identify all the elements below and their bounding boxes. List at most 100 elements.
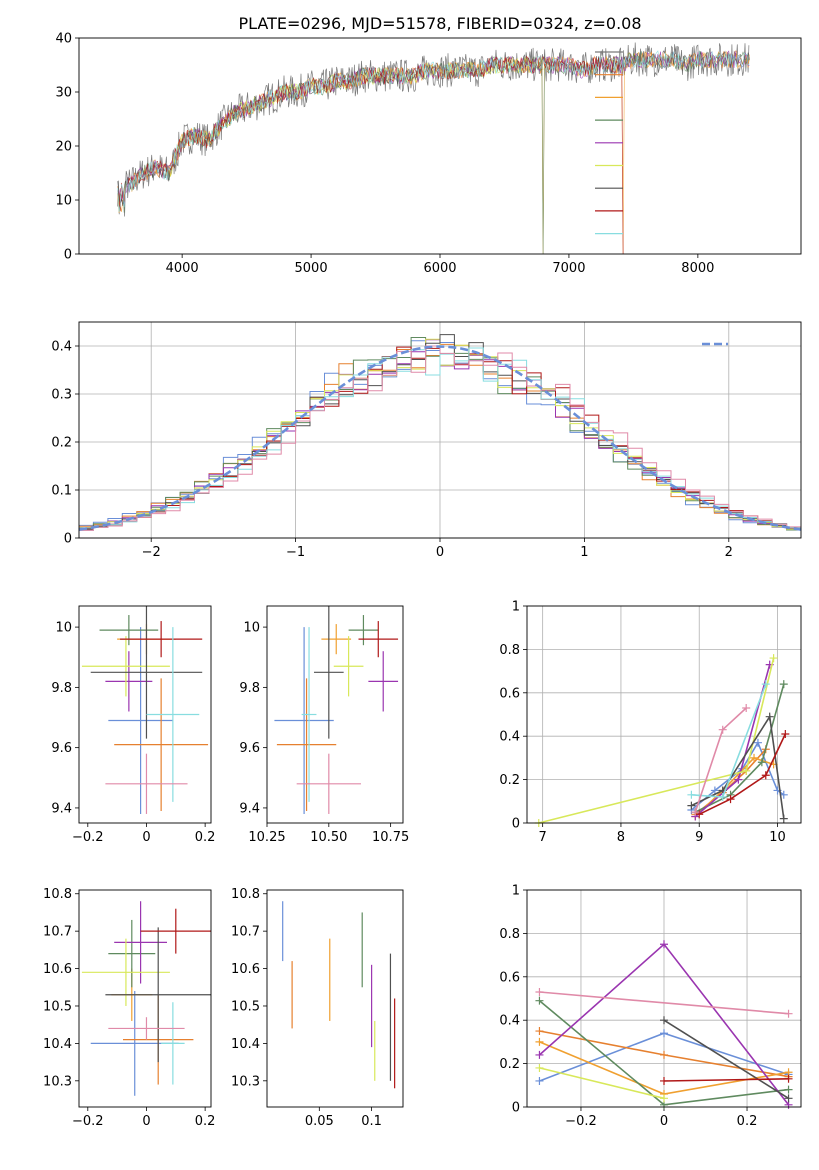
weight_vs_age-marks (534, 654, 790, 827)
y-tick-label: 10.3 (43, 1074, 72, 1089)
weight-point-marker (784, 1074, 793, 1083)
x-tick-label: 8000 (681, 261, 714, 276)
y-tick-label: 0.3 (51, 388, 72, 403)
weight-point-marker (784, 1085, 793, 1094)
y-tick-label: 9.8 (51, 681, 72, 696)
weight-point-marker (779, 814, 788, 823)
weight-series-line (663, 1078, 789, 1082)
spectrum-series-line (117, 55, 624, 255)
x-tick-label: 0.05 (305, 1114, 334, 1129)
weight-point-marker (726, 795, 735, 804)
weight_vs_Z-marks (535, 940, 793, 1109)
y-tick-label: 9.8 (239, 681, 260, 696)
weight-point-marker (660, 1016, 668, 1025)
y-tick-label: 10 (243, 621, 260, 636)
y-tick-label: 10.7 (43, 925, 72, 940)
residuals-marks (78, 334, 802, 531)
y-tick-label: 0 (64, 532, 72, 547)
mass_vs_Z-marks (81, 901, 211, 1096)
weight-point-marker (660, 1094, 668, 1103)
y-tick-label: 0.2 (499, 773, 520, 788)
spectrum-series-line (117, 50, 750, 206)
weight-point-marker (535, 1076, 544, 1085)
spectrum-series-line (117, 50, 750, 255)
weight-point-marker (734, 775, 743, 784)
x-tick-label: 0.1 (361, 1114, 382, 1129)
x-tick-label: 10.25 (248, 830, 285, 845)
y-tick-label: 0.8 (499, 643, 520, 658)
spectrum-series-line (117, 50, 750, 212)
weight-point-marker (535, 1050, 544, 1059)
x-tick-label: −0.2 (72, 830, 104, 845)
y-tick-label: 10.4 (43, 1037, 72, 1052)
y-tick-label: 30 (55, 86, 72, 101)
weight-point-marker (535, 1027, 544, 1036)
y-tick-label: 0.6 (499, 686, 520, 701)
age_vs_Z-marks (81, 606, 209, 814)
y-tick-label: 0.4 (51, 340, 72, 355)
weight-point-marker (660, 1076, 668, 1085)
y-tick-label: 10 (55, 621, 72, 636)
weight-point-marker (757, 758, 766, 767)
y-tick-label: 0 (64, 248, 72, 263)
y-tick-label: 1 (512, 884, 520, 899)
weight-point-marker (660, 1050, 668, 1059)
weight-point-marker (660, 940, 668, 949)
residuals-frame (78, 321, 802, 539)
x-tick-label: −2 (142, 545, 161, 560)
y-tick-label: 10.8 (43, 887, 72, 902)
spectrum-series-line (117, 42, 750, 217)
weight-point-marker (784, 1009, 793, 1018)
weight_vs_age-frame (526, 605, 802, 824)
x-tick-label: 7000 (552, 261, 585, 276)
weight-series-line (539, 1067, 665, 1100)
spectrum-panel: 4000 5000 6000 7000 8000 0 10 20 30 40 (55, 32, 802, 276)
weight-series-line (698, 733, 787, 816)
mass_vs_Z-frame (78, 889, 212, 1108)
age_vs_Z-frame (78, 605, 212, 824)
weight-point-marker (769, 654, 778, 663)
weight-series-line (690, 740, 785, 811)
weight-point-marker (718, 725, 727, 734)
x-tick-label: 8 (617, 830, 625, 845)
x-tick-label: 10.75 (372, 830, 409, 845)
x-tick-label: 10.50 (310, 830, 347, 845)
y-tick-label: 10.5 (231, 999, 260, 1014)
weight-point-marker (781, 730, 790, 739)
weight-series-line (538, 657, 775, 824)
y-tick-label: 10.6 (43, 962, 72, 977)
age_vs_mass-panel: 10.25 10.50 10.75 9.4 9.6 9.8 10 (239, 605, 409, 845)
x-tick-label: −0.2 (565, 1114, 597, 1129)
y-tick-label: 0.8 (499, 927, 520, 942)
age_vs_mass-marks (274, 606, 399, 814)
weight-point-marker (761, 771, 770, 780)
x-tick-label: 5000 (295, 261, 328, 276)
y-tick-label: 0.4 (499, 1014, 520, 1029)
x-tick-label: 0.2 (737, 1114, 758, 1129)
weight-point-marker (535, 1037, 544, 1046)
residuals-panel: −2 −1 0 1 2 0 0.1 0.2 0.3 0.4 (51, 321, 802, 560)
weight-series-line (539, 991, 789, 1015)
x-tick-label: 0.2 (195, 1114, 216, 1129)
weight-point-marker (761, 680, 770, 689)
weight_vs_age-panel: 7 8 9 10 0 0.2 0.4 0.6 0.8 1 (499, 600, 802, 845)
weight-point-marker (718, 792, 727, 801)
x-tick-label: 0 (436, 545, 444, 560)
weight-series-line (694, 756, 774, 818)
spectrum-marks (117, 42, 750, 255)
x-tick-label: 0 (142, 830, 150, 845)
weight_vs_Z-frame (526, 889, 802, 1108)
y-tick-label: 10.5 (43, 999, 72, 1014)
weight-point-marker (660, 1029, 668, 1038)
y-tick-label: 9.4 (51, 801, 72, 816)
x-tick-label: 0 (660, 1114, 668, 1129)
weight-point-marker (535, 987, 544, 996)
y-tick-label: 9.6 (51, 741, 72, 756)
y-tick-label: 0.2 (51, 436, 72, 451)
weight-point-marker (687, 790, 696, 799)
mass_vs_ebv-frame (266, 889, 404, 1108)
weight-point-marker (535, 996, 544, 1005)
weight_vs_Z-panel: −0.2 0 0.2 0 0.2 0.4 0.6 0.8 1 (499, 884, 802, 1129)
weight-point-marker (742, 766, 751, 775)
